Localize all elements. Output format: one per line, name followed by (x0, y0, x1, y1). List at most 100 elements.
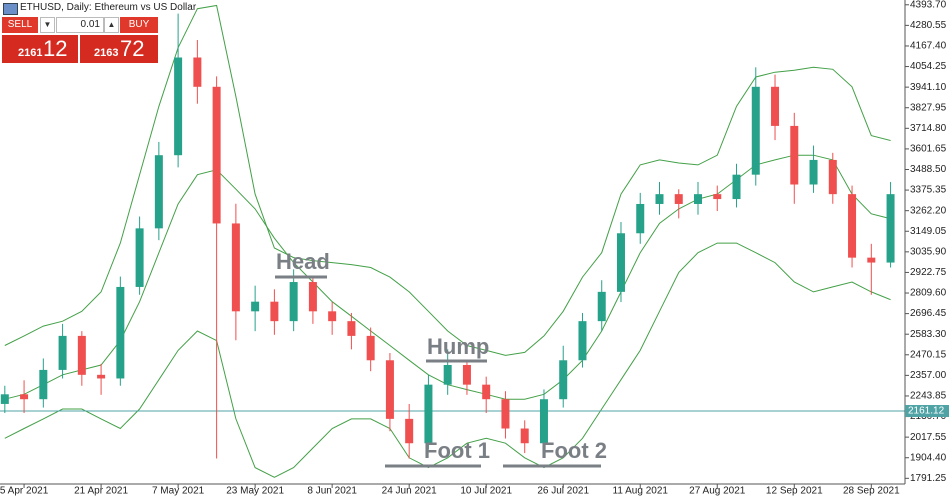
candle (828, 152, 837, 204)
candle-body (443, 365, 452, 385)
candle (154, 141, 163, 241)
candle (366, 327, 375, 372)
candle (116, 276, 125, 386)
current-price-label: 2161.12 (908, 406, 945, 417)
y-tick-label: 2470.15 (910, 349, 947, 360)
candle (501, 391, 510, 439)
candle-body (308, 282, 317, 312)
candle-body (97, 374, 106, 379)
y-tick-label: 3035.90 (910, 246, 947, 257)
candle (732, 163, 741, 208)
candle (231, 203, 240, 341)
candle-body (886, 194, 895, 263)
candle-body (482, 384, 491, 400)
candle (212, 76, 221, 459)
y-tick-label: 3941.10 (910, 82, 947, 93)
candle (482, 376, 491, 414)
candle (347, 312, 356, 350)
y-tick-label: 2357.00 (910, 370, 947, 381)
candle-body (20, 394, 29, 400)
volume-input[interactable]: 0.01 (56, 17, 104, 33)
candle-body (405, 418, 414, 444)
y-tick-label: 2017.55 (910, 432, 947, 443)
candle-body (597, 291, 606, 322)
annotation-foot-1: Foot 1 (424, 438, 490, 463)
buy-button[interactable]: BUY (120, 17, 158, 33)
x-tick-label: 24 Jun 2021 (382, 486, 437, 496)
candle-body (848, 194, 857, 258)
candle-body (77, 335, 86, 375)
x-tick-label: 27 Aug 2021 (689, 486, 746, 496)
candle (636, 192, 645, 244)
candle-body (462, 365, 471, 385)
candle-body (828, 159, 837, 195)
buy-price-small: 2163 (94, 47, 119, 59)
candle-body (424, 384, 433, 444)
x-tick-label: 21 Apr 2021 (74, 486, 128, 496)
candle (97, 363, 106, 395)
sell-price[interactable]: 2161 12 (2, 35, 78, 63)
chart-icon (3, 3, 18, 15)
candle (77, 331, 86, 386)
x-tick-label: 10 Jul 2021 (460, 486, 512, 496)
y-tick-label: 3827.95 (910, 102, 947, 113)
candle (58, 323, 67, 379)
candle (135, 216, 144, 295)
candle (193, 40, 202, 104)
sell-button[interactable]: SELL (2, 17, 38, 33)
y-tick-label: 2583.30 (910, 329, 947, 340)
candle-body (713, 194, 722, 200)
annotations: Head Hump Foot 1 Foot 2 (275, 249, 607, 468)
candle-body (347, 321, 356, 336)
candle-body (578, 321, 587, 361)
y-tick-label: 3714.80 (910, 123, 947, 134)
candle (385, 352, 394, 432)
y-tick-label: 4280.55 (910, 20, 947, 31)
candle-body (39, 369, 48, 400)
candle (328, 302, 337, 335)
buy-price[interactable]: 2163 72 (80, 35, 158, 63)
y-tick-label: 3488.50 (910, 164, 947, 175)
candle (597, 280, 606, 332)
candle (674, 189, 683, 219)
candle (848, 185, 857, 268)
candle-body (520, 428, 529, 444)
candle (616, 221, 625, 303)
candle-body (116, 286, 125, 379)
candle (655, 181, 664, 215)
candle (713, 185, 722, 212)
candle (443, 349, 452, 395)
candle-body (212, 86, 221, 224)
candle-body (674, 194, 683, 204)
candle (424, 374, 433, 450)
current-price-badge (905, 405, 949, 418)
candle-body (655, 194, 664, 204)
candle-body (732, 174, 741, 200)
y-tick-label: 3601.65 (910, 144, 947, 155)
volume-up[interactable]: ▲ (104, 17, 119, 33)
candle (0, 385, 9, 414)
candle-body (636, 203, 645, 234)
y-tick-label: 4167.40 (910, 41, 947, 52)
candle-body (174, 57, 183, 156)
y-tick-label: 3149.05 (910, 226, 947, 237)
candle (867, 243, 876, 295)
candle (578, 312, 587, 368)
volume-down[interactable]: ▼ (40, 17, 55, 33)
candle (539, 389, 548, 450)
sell-price-small: 2161 (18, 47, 43, 59)
annotation-foot-2: Foot 2 (541, 438, 607, 463)
candle-body (501, 399, 510, 429)
candle-body (867, 257, 876, 263)
candle-body (58, 335, 67, 370)
x-tick-label: 7 May 2021 (152, 486, 205, 496)
trade-panel: ETHUSD, Daily: Ethereum vs US Dollar SEL… (0, 0, 196, 64)
candle-body (193, 57, 202, 87)
y-tick-label: 1904.40 (910, 452, 947, 463)
buy-price-big: 72 (120, 36, 145, 61)
candle (559, 345, 568, 408)
y-tick-label: 1791.25 (910, 473, 947, 484)
x-tick-label: 12 Sep 2021 (766, 486, 823, 496)
candle-body (231, 223, 240, 312)
